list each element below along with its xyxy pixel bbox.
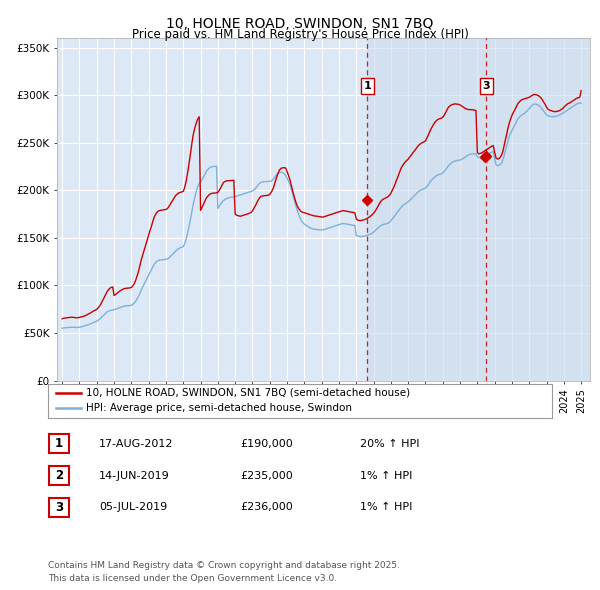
Text: Price paid vs. HM Land Registry's House Price Index (HPI): Price paid vs. HM Land Registry's House … <box>131 28 469 41</box>
Text: 10, HOLNE ROAD, SWINDON, SN1 7BQ: 10, HOLNE ROAD, SWINDON, SN1 7BQ <box>166 17 434 31</box>
Text: 3: 3 <box>482 81 490 91</box>
Text: Contains HM Land Registry data © Crown copyright and database right 2025.
This d: Contains HM Land Registry data © Crown c… <box>48 562 400 583</box>
Bar <box>367 38 590 381</box>
Text: £236,000: £236,000 <box>240 503 293 512</box>
Text: £235,000: £235,000 <box>240 471 293 480</box>
Text: £190,000: £190,000 <box>240 439 293 448</box>
Text: 2: 2 <box>55 469 63 482</box>
Text: 1% ↑ HPI: 1% ↑ HPI <box>360 471 412 480</box>
Text: 14-JUN-2019: 14-JUN-2019 <box>99 471 170 480</box>
Text: 10, HOLNE ROAD, SWINDON, SN1 7BQ (semi-detached house): 10, HOLNE ROAD, SWINDON, SN1 7BQ (semi-d… <box>86 388 410 398</box>
Text: 05-JUL-2019: 05-JUL-2019 <box>99 503 167 512</box>
Text: 1: 1 <box>55 437 63 450</box>
Text: 17-AUG-2012: 17-AUG-2012 <box>99 439 173 448</box>
Text: 3: 3 <box>55 501 63 514</box>
Text: HPI: Average price, semi-detached house, Swindon: HPI: Average price, semi-detached house,… <box>86 404 352 414</box>
Text: 1% ↑ HPI: 1% ↑ HPI <box>360 503 412 512</box>
Text: 20% ↑ HPI: 20% ↑ HPI <box>360 439 419 448</box>
Text: 1: 1 <box>363 81 371 91</box>
